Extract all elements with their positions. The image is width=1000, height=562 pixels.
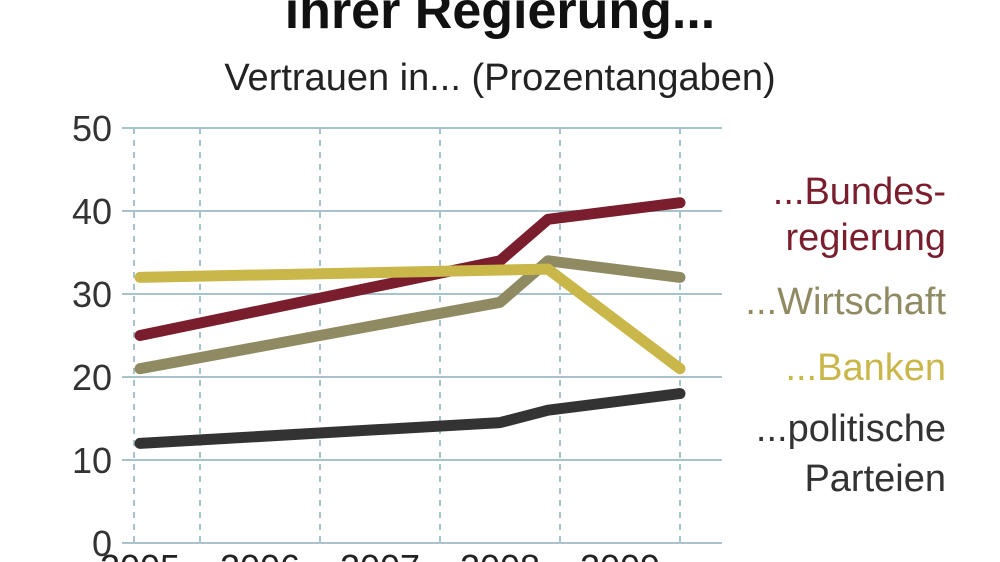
x-tick-label: 2008 bbox=[460, 547, 540, 562]
legend: ...Bundes-regierung ...Wirtschaft ...Banke… bbox=[745, 171, 946, 500]
series-line-wirtschaft bbox=[134, 255, 686, 375]
y-tick-label: 20 bbox=[72, 357, 112, 398]
y-tick-label: 30 bbox=[72, 274, 112, 315]
y-axis-ticks: 0 10 20 30 40 50 bbox=[72, 108, 112, 562]
legend-label-bundesregierung: ...Bundes- bbox=[773, 171, 946, 213]
x-tick-label: 2005 bbox=[100, 547, 180, 562]
series-line-banken bbox=[134, 263, 686, 375]
x-tick-label: 2009 bbox=[580, 547, 660, 562]
legend-label-politische-parteien: Parteien bbox=[804, 458, 946, 500]
legend-label-bundesregierung: regierung bbox=[785, 217, 946, 259]
y-tick-label: 50 bbox=[72, 108, 112, 149]
y-tick-label: 0 bbox=[92, 523, 112, 562]
series-lines bbox=[134, 197, 686, 449]
chart-title: ihrer Regierung... bbox=[285, 0, 716, 40]
legend-label-banken: ...Banken bbox=[785, 347, 946, 389]
chart-subtitle: Vertrauen in... (Prozentangaben) bbox=[224, 57, 775, 99]
x-tick-label: 2006 bbox=[220, 547, 300, 562]
legend-label-wirtschaft: ...Wirtschaft bbox=[745, 281, 946, 323]
y-tick-label: 10 bbox=[72, 440, 112, 481]
grid bbox=[122, 127, 722, 544]
y-tick-label: 40 bbox=[72, 191, 112, 232]
series-line-bundesregierung bbox=[134, 197, 686, 341]
series-line-politische-parteien bbox=[134, 388, 686, 449]
x-axis-ticks: 2005 2006 2007 2008 2009 bbox=[100, 547, 660, 562]
legend-label-politische-parteien: ...politische bbox=[756, 408, 946, 450]
x-tick-label: 2007 bbox=[340, 547, 420, 562]
